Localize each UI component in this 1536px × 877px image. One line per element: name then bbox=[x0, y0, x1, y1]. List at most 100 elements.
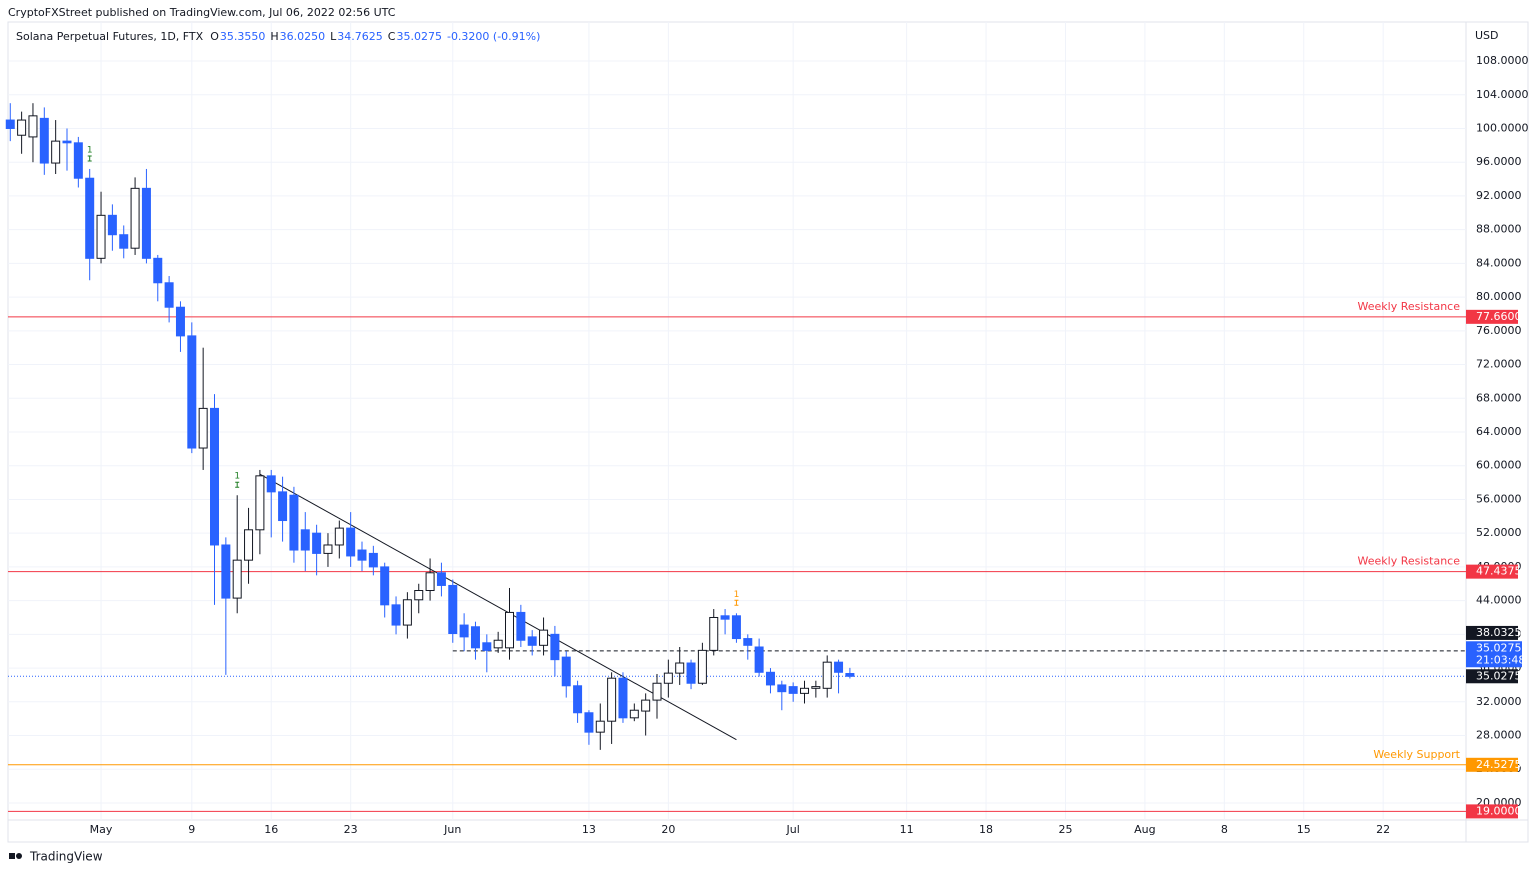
candle-body bbox=[697, 649, 707, 684]
x-tick-label: 8 bbox=[1221, 823, 1228, 836]
candle-body bbox=[368, 552, 378, 568]
y-tick-label: 68.0000 bbox=[1476, 391, 1522, 404]
candle-body bbox=[470, 626, 480, 649]
price-badge bbox=[1466, 625, 1518, 640]
candle-body bbox=[85, 177, 95, 259]
candle-body bbox=[561, 656, 571, 687]
x-tick-label: 13 bbox=[582, 823, 596, 836]
price-badge-label: 24.5275 bbox=[1476, 758, 1522, 771]
symbol-name: Solana Perpetual Futures, 1D, FTX bbox=[16, 30, 204, 43]
candle-body bbox=[221, 544, 231, 599]
signal-arrow bbox=[734, 599, 739, 606]
candle-body bbox=[845, 673, 855, 677]
candle-body bbox=[629, 709, 639, 719]
last-price-badge bbox=[1466, 641, 1522, 668]
logo: TradingView bbox=[9, 850, 103, 864]
price-change: -0.3200 (-0.91%) bbox=[447, 30, 540, 43]
candle-body bbox=[300, 529, 310, 551]
candle-body bbox=[675, 662, 685, 674]
candle-body bbox=[584, 712, 594, 733]
x-tick-label: 22 bbox=[1376, 823, 1390, 836]
candle-body bbox=[754, 646, 764, 673]
price-axis: 20.000024.000028.000032.000036.000040.00… bbox=[90, 54, 1529, 836]
candle-body bbox=[346, 527, 356, 557]
x-tick-label: 25 bbox=[1058, 823, 1072, 836]
ohlc-label: H bbox=[270, 30, 278, 43]
signal-label: 1 bbox=[734, 590, 740, 600]
ohlc-value: 34.7625 bbox=[337, 30, 383, 43]
y-tick-label: 32.0000 bbox=[1476, 695, 1522, 708]
candle-body bbox=[62, 140, 72, 144]
candle-body bbox=[5, 119, 15, 129]
candle-body bbox=[73, 142, 83, 179]
y-tick-label: 60.0000 bbox=[1476, 459, 1522, 472]
y-tick-label: 52.0000 bbox=[1476, 526, 1522, 539]
candle-body bbox=[550, 633, 560, 661]
level-name: Weekly Resistance bbox=[1358, 300, 1461, 313]
candle-body bbox=[402, 599, 412, 626]
x-tick-label: May bbox=[90, 823, 113, 836]
candle-body bbox=[198, 407, 208, 449]
x-tick-label: Jul bbox=[786, 823, 800, 836]
candle-body bbox=[822, 661, 832, 689]
candle-body bbox=[505, 611, 515, 649]
price-badge-label: 35.0275 bbox=[1476, 669, 1522, 682]
signal-label: 1 bbox=[234, 472, 240, 482]
x-tick-label: 16 bbox=[264, 823, 278, 836]
x-tick-label: 23 bbox=[344, 823, 358, 836]
ohlc-value: 35.3550 bbox=[220, 30, 266, 43]
candle-body bbox=[482, 642, 492, 651]
level-name: Weekly Resistance bbox=[1358, 555, 1461, 568]
y-tick-label: 44.0000 bbox=[1476, 594, 1522, 607]
last-price-label: 35.0275 bbox=[1476, 641, 1522, 654]
ohlc-label: C bbox=[388, 30, 396, 43]
logo-mark bbox=[9, 853, 15, 859]
logo-mark bbox=[16, 853, 22, 859]
candle-body bbox=[788, 686, 798, 694]
candle-body bbox=[130, 187, 140, 249]
candle-body bbox=[244, 529, 254, 561]
candle-body bbox=[210, 407, 220, 546]
candle-body bbox=[266, 475, 276, 493]
x-tick-label: 9 bbox=[188, 823, 195, 836]
y-tick-label: 108.0000 bbox=[1476, 54, 1529, 67]
candle-body bbox=[516, 611, 526, 641]
y-tick-label: 92.0000 bbox=[1476, 189, 1522, 202]
candle-body bbox=[811, 686, 821, 689]
price-badge-label: 47.4375 bbox=[1476, 565, 1522, 578]
signal-arrow bbox=[235, 481, 240, 488]
signal-label: 1 bbox=[87, 145, 93, 155]
ohlc-value: 35.0275 bbox=[396, 30, 442, 43]
candle-body bbox=[834, 661, 844, 673]
published-line: CryptoFXStreet published on TradingView.… bbox=[8, 6, 396, 19]
y-tick-label: 72.0000 bbox=[1476, 358, 1522, 371]
y-tick-label: 104.0000 bbox=[1476, 88, 1529, 101]
candle-body bbox=[312, 532, 322, 554]
candle-body bbox=[652, 682, 662, 701]
candle-body bbox=[709, 616, 719, 651]
candle-body bbox=[278, 491, 288, 522]
candle-body bbox=[289, 494, 299, 551]
x-tick-label: 15 bbox=[1297, 823, 1311, 836]
countdown: 21:03:48 bbox=[1476, 653, 1525, 666]
candle-body bbox=[595, 720, 605, 733]
candle-body bbox=[39, 117, 49, 164]
candle-body bbox=[765, 671, 775, 686]
candle-body bbox=[119, 234, 129, 249]
candle-body bbox=[436, 572, 446, 586]
candle-body bbox=[96, 214, 106, 259]
candle-body bbox=[323, 544, 333, 554]
candle-body bbox=[164, 282, 174, 308]
plot-area: Weekly Resistance Weekly Resistance Weekly… bbox=[5, 22, 1466, 820]
y-tick-label: 84.0000 bbox=[1476, 256, 1522, 269]
signal-arrow bbox=[87, 155, 92, 162]
price-badge bbox=[1466, 669, 1518, 684]
level-name: Weekly Support bbox=[1373, 748, 1460, 761]
x-tick-label: Jun bbox=[443, 823, 461, 836]
y-tick-label: 80.0000 bbox=[1476, 290, 1522, 303]
ohlc-value: 36.0250 bbox=[280, 30, 326, 43]
candle-body bbox=[573, 685, 583, 714]
y-tick-label: 76.0000 bbox=[1476, 324, 1522, 337]
candle-body bbox=[391, 604, 401, 626]
y-tick-label: 88.0000 bbox=[1476, 223, 1522, 236]
